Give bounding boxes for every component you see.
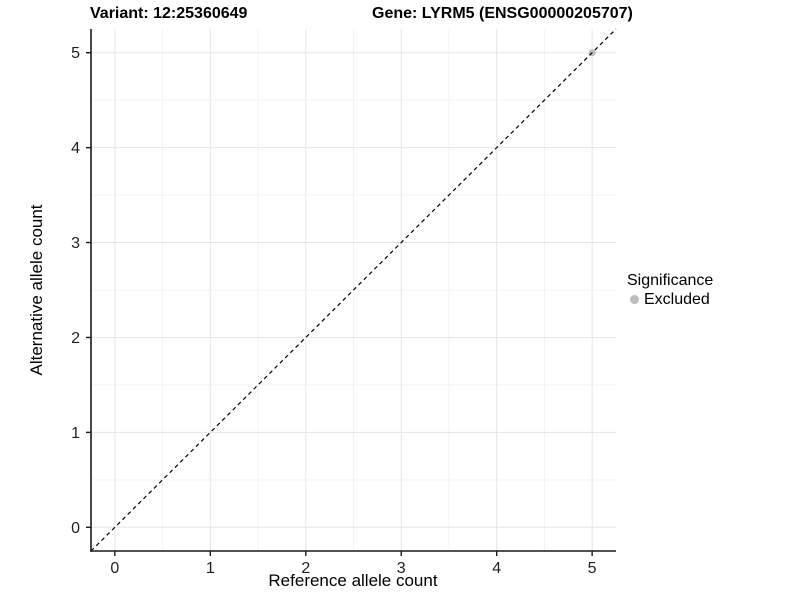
y-tick-label: 1 — [71, 425, 80, 442]
x-tick-label: 5 — [588, 560, 597, 577]
y-tick-label: 0 — [71, 520, 80, 537]
legend-key-dot — [630, 295, 639, 304]
x-tick-label: 3 — [397, 560, 406, 577]
legend-item-excluded: Excluded — [627, 290, 713, 309]
legend: Significance Excluded — [627, 271, 713, 309]
x-tick-label: 1 — [206, 560, 215, 577]
plot-title-gene: Gene: LYRM5 (ENSG00000205707) — [372, 5, 633, 22]
minor-gridlines — [91, 29, 616, 551]
x-axis-title: Reference allele count — [268, 571, 437, 590]
identity-dashed-line — [90, 28, 617, 552]
axis-ticks — [86, 52, 593, 556]
legend-item-label: Excluded — [644, 291, 710, 308]
x-tick-label: 4 — [492, 560, 501, 577]
plot-title-variant: Variant: 12:25360649 — [90, 5, 248, 22]
y-tick-label: 4 — [71, 140, 80, 157]
y-axis-title: Alternative allele count — [27, 204, 46, 375]
y-tick-label: 2 — [71, 330, 80, 347]
axis-lines — [90, 29, 616, 552]
tick-labels: 0 1 2 3 4 5 0 1 2 3 4 5 — [71, 45, 597, 577]
x-tick-label: 2 — [301, 560, 310, 577]
legend-title: Significance — [627, 272, 714, 289]
identity-line — [90, 28, 617, 552]
y-tick-label: 5 — [71, 45, 80, 62]
x-tick-label: 0 — [110, 560, 119, 577]
major-gridlines — [91, 29, 616, 551]
y-tick-label: 3 — [71, 235, 80, 252]
